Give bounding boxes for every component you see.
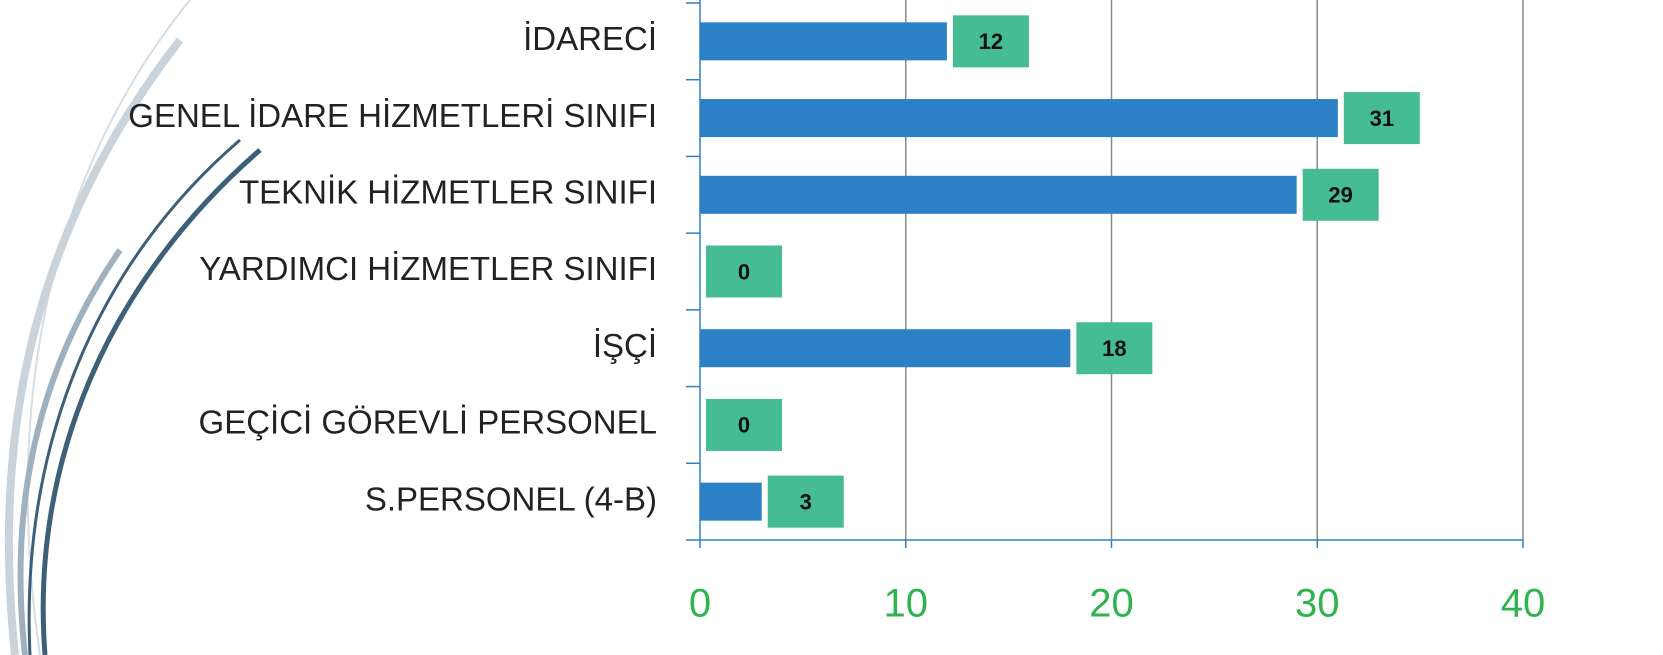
bar: [700, 329, 1071, 368]
data-label: 12: [979, 29, 1003, 54]
y-tick-label: İDARECİ: [523, 20, 657, 57]
x-tick-label: 0: [689, 582, 711, 626]
y-tick-label: GEÇİCİ GÖREVLİ PERSONEL: [199, 404, 657, 441]
y-tick-label: GENEL İDARE HİZMETLERİ SINIFI: [128, 97, 657, 134]
data-label-box: [1302, 168, 1379, 221]
bar: [700, 482, 762, 521]
data-label: 29: [1328, 183, 1352, 208]
data-label-box: [767, 475, 844, 528]
decoration: [4, 0, 262, 655]
x-tick-label: 10: [884, 582, 929, 626]
data-label-box: [1343, 92, 1420, 145]
data-label-box: [706, 245, 782, 298]
data-label-box: [952, 15, 1029, 68]
data-label: 0: [738, 413, 750, 438]
bar: [700, 99, 1338, 138]
data-label: 18: [1102, 336, 1126, 361]
data-label: 0: [738, 259, 750, 284]
y-tick-label: S.PERSONEL (4-B): [365, 480, 657, 517]
data-label: 31: [1370, 106, 1394, 131]
x-tick-label: 30: [1295, 582, 1340, 626]
y-tick-label: İŞÇİ: [593, 327, 657, 364]
bar: [700, 175, 1297, 214]
y-tick-label: YARDIMCI HİZMETLER SINIFI: [199, 250, 657, 287]
data-label-box: [706, 398, 782, 451]
x-tick-label: 40: [1501, 582, 1546, 626]
data-label-box: [1076, 322, 1153, 375]
data-label: 3: [800, 489, 812, 514]
bar: [700, 22, 947, 61]
x-tick-label: 20: [1089, 582, 1134, 626]
y-tick-label: TEKNİK HİZMETLER SINIFI: [239, 174, 657, 211]
